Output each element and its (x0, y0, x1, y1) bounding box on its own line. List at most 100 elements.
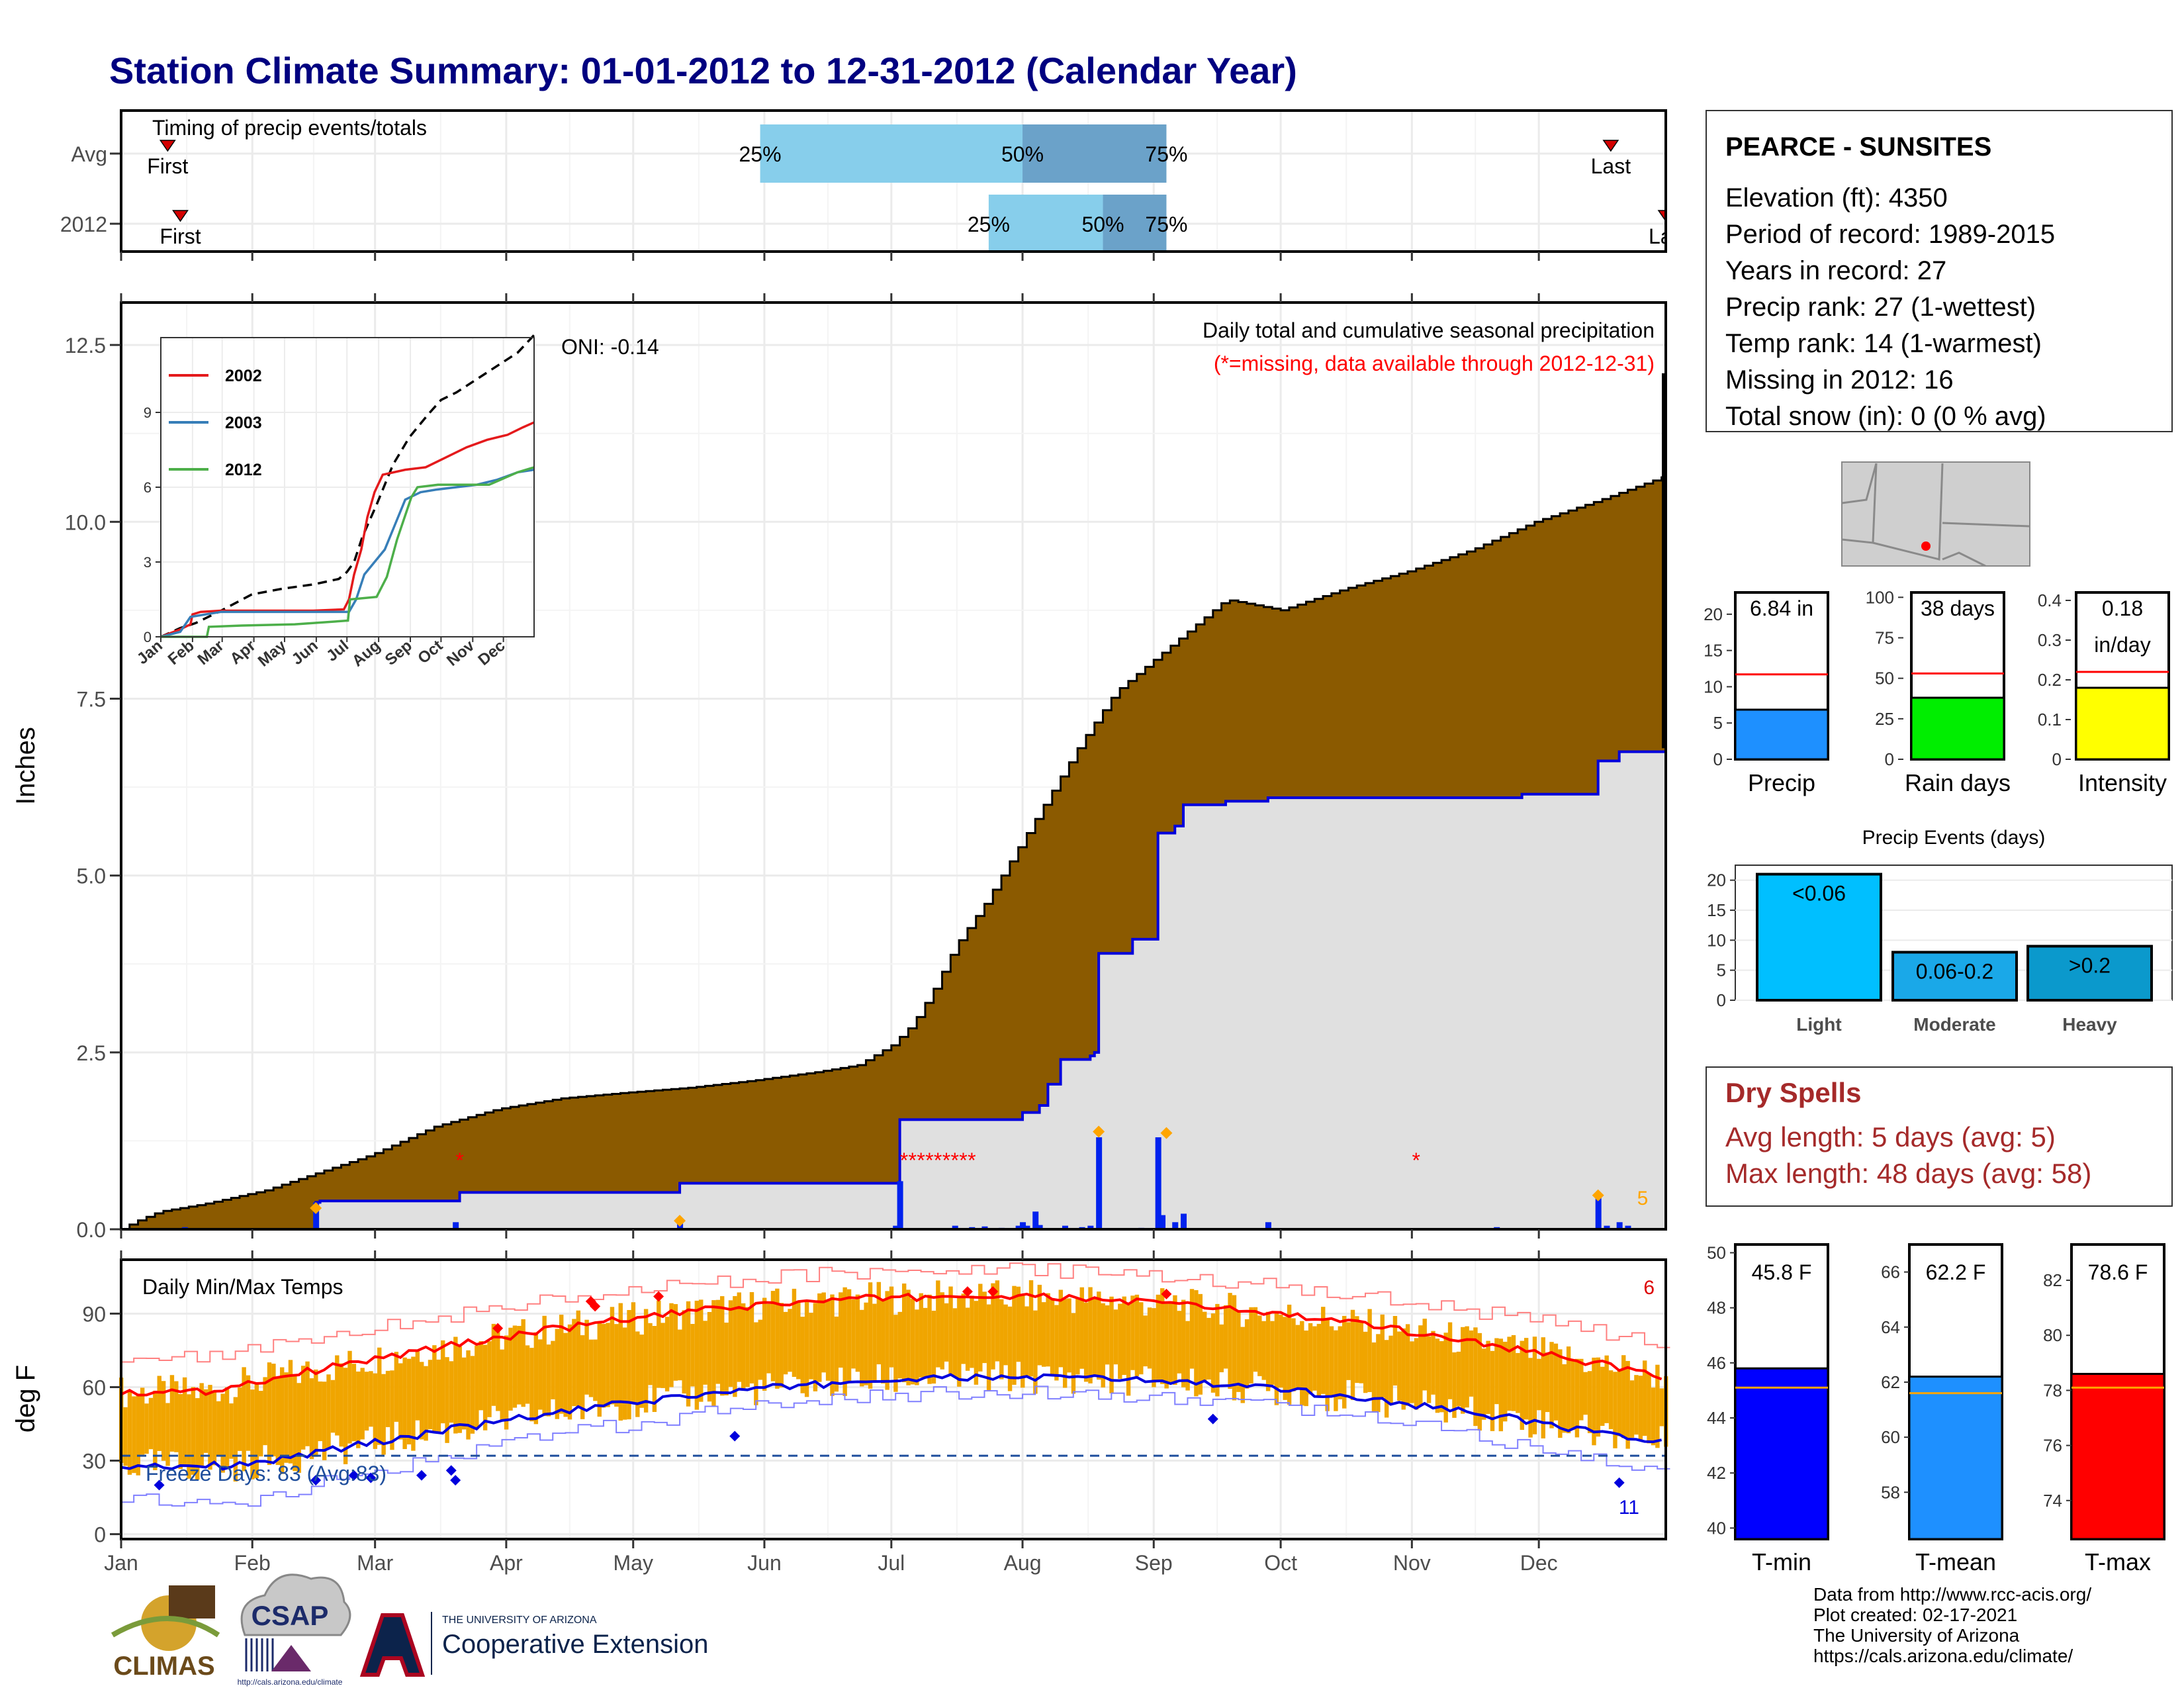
daily-temp-bar (610, 1307, 615, 1405)
daily-temp-bar (1414, 1338, 1419, 1410)
daily-temp-bar (1147, 1307, 1152, 1369)
daily-temp-bar (1613, 1372, 1617, 1448)
last-event-label: Last (1591, 154, 1631, 178)
inset-y-tick-label: 3 (144, 554, 152, 571)
daily-temp-bar (153, 1390, 158, 1470)
daily-temp-bar (572, 1319, 576, 1407)
daily-temp-bar (813, 1303, 818, 1391)
y-tick-label: 62 (1881, 1372, 1900, 1392)
daily-temp-bar (664, 1317, 670, 1391)
daily-temp-bar (199, 1383, 204, 1468)
daily-temp-bar (1265, 1311, 1271, 1391)
daily-temp-bar (614, 1324, 619, 1407)
daily-temp-bar (986, 1304, 991, 1391)
daily-temp-bar (533, 1332, 539, 1425)
daily-temp-bar (1355, 1316, 1359, 1383)
timing-frame-top (120, 109, 1667, 253)
event-category-label: Moderate (1913, 1014, 1995, 1035)
y-tick-label: 74 (2043, 1491, 2062, 1511)
daily-temp-bar (643, 1309, 649, 1413)
daily-temp-bar (178, 1393, 183, 1470)
daily-precip-bar (313, 1202, 320, 1229)
daily-temp-bar (1244, 1319, 1250, 1389)
daily-temp-bar (1300, 1321, 1304, 1406)
daily-temp-bar (1638, 1376, 1643, 1442)
record-high-diamond (987, 1286, 999, 1297)
daily-temp-bar (415, 1351, 420, 1421)
daily-temp-bar (1329, 1326, 1334, 1397)
missing-mark: * (917, 1149, 925, 1172)
daily-temp-bar (1397, 1331, 1402, 1401)
station-name: PEARCE - SUNSITES (1725, 132, 1991, 162)
daily-temp-bar (1435, 1338, 1440, 1413)
daily-temp-bar (263, 1377, 267, 1446)
daily-temp-bar (1139, 1302, 1144, 1375)
daily-temp-bar (1062, 1299, 1068, 1388)
daily-temp-bar (1160, 1288, 1165, 1384)
daily-precip-bar (1062, 1225, 1068, 1229)
daily-temp-bar (1198, 1293, 1203, 1395)
csap-logo: CSAP http://cals.arizona.edu/climate (238, 1573, 351, 1687)
daily-temp-bar (169, 1375, 175, 1452)
first-event-marker (172, 210, 189, 222)
daily-temp-bar (927, 1294, 932, 1384)
daily-temp-bar (271, 1364, 276, 1457)
y-tick-label: 25 (1875, 709, 1894, 729)
precip-panel-subtitle: (*=missing, data available through 2012-… (1214, 352, 1655, 375)
daily-temp-bar (1524, 1338, 1529, 1420)
daily-temp-bar (1549, 1342, 1554, 1429)
daily-temp-bar (440, 1340, 445, 1424)
daily-temp-bar (360, 1368, 365, 1440)
daily-temp-bar (1050, 1297, 1055, 1376)
daily-temp-bar (500, 1349, 504, 1421)
daily-temp-bar (897, 1311, 902, 1379)
daily-temp-bar (733, 1295, 737, 1397)
daily-temp-bar (1359, 1322, 1363, 1383)
daily-temp-bar (830, 1294, 835, 1396)
daily-temp-bar (1447, 1322, 1453, 1399)
events-title: Precip Events (days) (1862, 827, 2046, 849)
daily-temp-bar (1553, 1343, 1559, 1421)
daily-temp-bar (322, 1382, 327, 1460)
daily-temp-bar (559, 1315, 564, 1414)
daily-precip-bar (677, 1223, 684, 1229)
daily-temp-bar (872, 1303, 877, 1382)
season-bars-panel: 6.84 in 0 5 10 15 20 Precip 38 days 0 25 50 75 100 Ra… (1704, 587, 2170, 796)
daily-temp-bar (855, 1294, 860, 1372)
daily-temp-bar (1537, 1358, 1541, 1411)
timing-title: Timing of precip events/totals (152, 116, 427, 140)
daily-temp-bar (330, 1380, 336, 1433)
daily-temp-bar (288, 1360, 293, 1464)
y-axis-label: deg F (11, 1365, 40, 1432)
daily-temp-bar (203, 1389, 208, 1453)
daily-temp-bar (1088, 1287, 1093, 1383)
daily-temp-bar (606, 1323, 610, 1407)
daily-temp-bar (246, 1375, 251, 1451)
daily-temp-bar (496, 1327, 500, 1411)
daily-temp-bar (1202, 1311, 1207, 1382)
daily-temp-bar (1600, 1366, 1605, 1426)
y-tick-label: 58 (1881, 1482, 1900, 1502)
daily-temp-bar (588, 1339, 594, 1397)
record-diamond (1093, 1125, 1105, 1138)
y-tick-label: 60 (82, 1376, 106, 1399)
daily-temp-bar (364, 1372, 369, 1431)
daily-temp-bar (314, 1369, 318, 1457)
daily-temp-bar (242, 1367, 246, 1472)
daily-temp-bar (1346, 1322, 1351, 1380)
daily-temp-bar (876, 1282, 882, 1365)
csap-logo-cloud (240, 1573, 351, 1636)
legend-label-2012: 2012 (225, 461, 262, 479)
missing-mark: * (950, 1149, 958, 1172)
daily-temp-bar (461, 1357, 467, 1430)
y-tick-label: 100 (1866, 587, 1894, 607)
daily-temp-bar (1253, 1307, 1258, 1372)
temp-bar-value (1908, 1376, 2003, 1540)
daily-temp-bar (1261, 1321, 1266, 1380)
daily-temp-bar (821, 1292, 826, 1373)
y-tick-label: 10.0 (65, 510, 106, 534)
daily-temp-bar (1401, 1328, 1406, 1410)
daily-precip-bar (1087, 1225, 1094, 1229)
month-label: Feb (234, 1551, 271, 1575)
